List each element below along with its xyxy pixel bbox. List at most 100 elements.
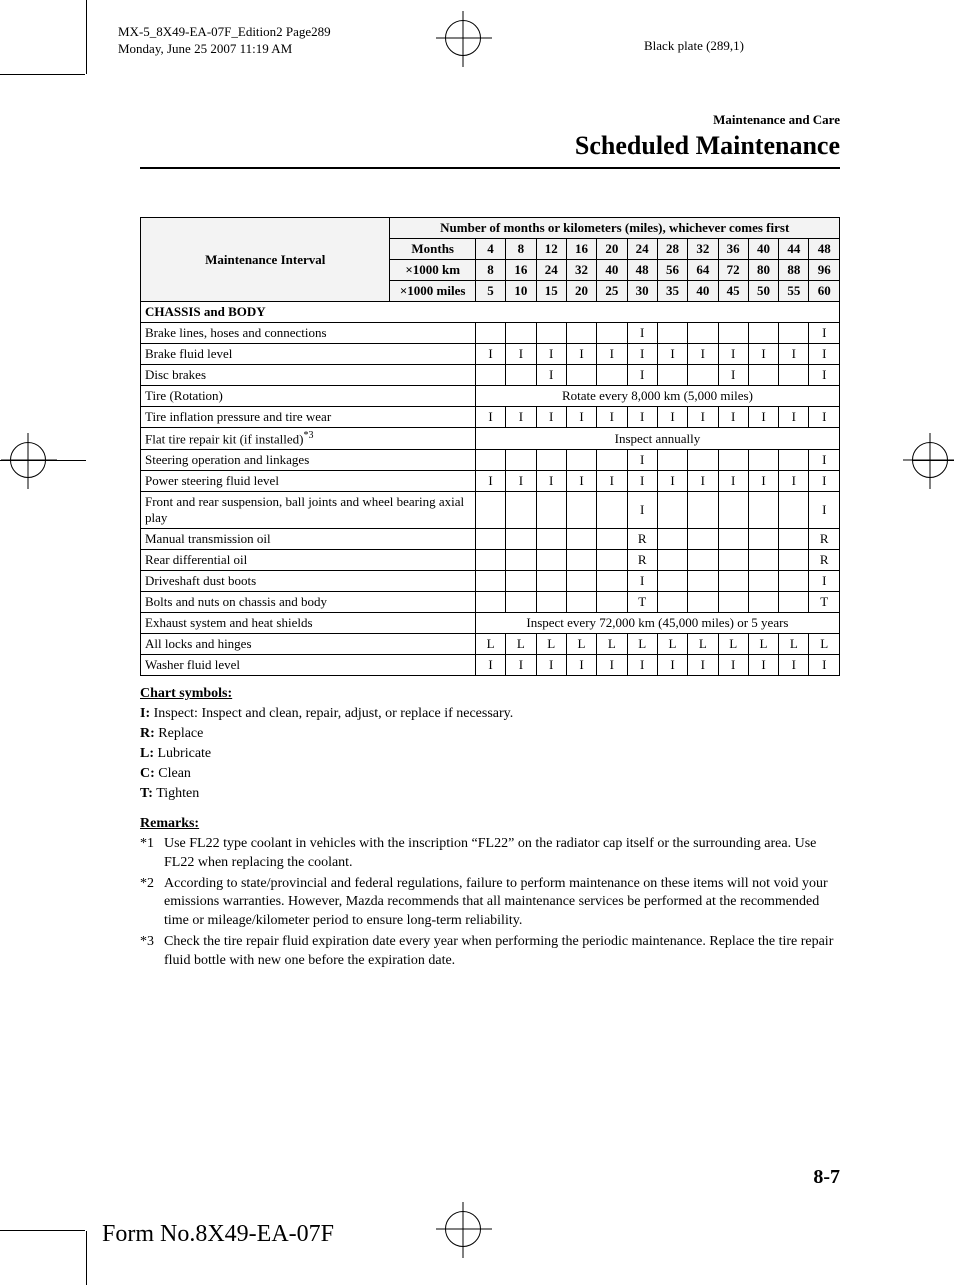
cell bbox=[597, 492, 627, 529]
unit-val: 32 bbox=[566, 260, 596, 281]
remark-text: According to state/provincial and federa… bbox=[164, 875, 840, 932]
cell bbox=[566, 571, 596, 592]
cell: R bbox=[809, 550, 840, 571]
cell bbox=[748, 571, 778, 592]
unit-val: 20 bbox=[566, 281, 596, 302]
cell: L bbox=[627, 634, 657, 655]
symbol-item: T: Tighten bbox=[140, 785, 840, 804]
unit-val: 8 bbox=[475, 260, 505, 281]
unit-val: 60 bbox=[809, 281, 840, 302]
cell: I bbox=[688, 344, 718, 365]
row-label: Rear differential oil bbox=[141, 550, 476, 571]
symbol-item: I: Inspect: Inspect and clean, repair, a… bbox=[140, 705, 840, 724]
cell: R bbox=[809, 529, 840, 550]
unit-val: 25 bbox=[597, 281, 627, 302]
cell: I bbox=[809, 471, 840, 492]
cell bbox=[536, 550, 566, 571]
section-small: Maintenance and Care bbox=[713, 112, 840, 127]
cell: I bbox=[597, 655, 627, 676]
cell: L bbox=[597, 634, 627, 655]
cell: I bbox=[597, 471, 627, 492]
cell: L bbox=[809, 634, 840, 655]
cell bbox=[506, 571, 536, 592]
cell: I bbox=[779, 344, 809, 365]
cell: I bbox=[566, 344, 596, 365]
remark-text: Use FL22 type coolant in vehicles with t… bbox=[164, 835, 840, 873]
remark-num: *3 bbox=[140, 933, 164, 971]
cell bbox=[475, 365, 505, 386]
cell: I bbox=[506, 344, 536, 365]
cell: I bbox=[809, 344, 840, 365]
cell: L bbox=[779, 634, 809, 655]
cell bbox=[657, 450, 687, 471]
cell bbox=[536, 592, 566, 613]
cell: I bbox=[506, 407, 536, 428]
cell bbox=[688, 529, 718, 550]
crop-mark bbox=[0, 1230, 85, 1231]
cell: T bbox=[627, 592, 657, 613]
cell: I bbox=[627, 365, 657, 386]
cell: I bbox=[748, 407, 778, 428]
cell bbox=[597, 592, 627, 613]
cell bbox=[779, 529, 809, 550]
unit-val: 40 bbox=[748, 239, 778, 260]
unit-val: 28 bbox=[657, 239, 687, 260]
cell: I bbox=[809, 571, 840, 592]
cell: I bbox=[627, 571, 657, 592]
unit-val: 50 bbox=[748, 281, 778, 302]
section-big: Scheduled Maintenance bbox=[140, 131, 840, 161]
remarks: Remarks: *1Use FL22 type coolant in vehi… bbox=[140, 816, 840, 971]
cell: L bbox=[718, 634, 748, 655]
unit-val: 12 bbox=[536, 239, 566, 260]
unit-val: 8 bbox=[506, 239, 536, 260]
unit-val: 88 bbox=[779, 260, 809, 281]
cell bbox=[718, 323, 748, 344]
cell: L bbox=[748, 634, 778, 655]
unit-val: 48 bbox=[627, 260, 657, 281]
row-label: Steering operation and linkages bbox=[141, 450, 476, 471]
cell bbox=[748, 492, 778, 529]
cell bbox=[536, 529, 566, 550]
cell: L bbox=[536, 634, 566, 655]
cell bbox=[748, 592, 778, 613]
cell: I bbox=[809, 365, 840, 386]
cell: I bbox=[688, 407, 718, 428]
cell: I bbox=[475, 655, 505, 676]
cell: I bbox=[566, 407, 596, 428]
cell: I bbox=[597, 407, 627, 428]
row-label: Front and rear suspension, ball joints a… bbox=[141, 492, 476, 529]
cell: I bbox=[536, 407, 566, 428]
header-span: Number of months or kilometers (miles), … bbox=[390, 218, 840, 239]
registration-mark-icon bbox=[912, 442, 948, 478]
cell: I bbox=[718, 655, 748, 676]
cell bbox=[718, 529, 748, 550]
row-label: Power steering fluid level bbox=[141, 471, 476, 492]
cell: I bbox=[809, 407, 840, 428]
cell: L bbox=[475, 634, 505, 655]
unit-val: 16 bbox=[506, 260, 536, 281]
cell: I bbox=[536, 471, 566, 492]
crop-mark bbox=[86, 0, 87, 74]
unit-val: 10 bbox=[506, 281, 536, 302]
unit-val: 16 bbox=[566, 239, 596, 260]
cell bbox=[506, 323, 536, 344]
cell bbox=[688, 571, 718, 592]
doc-id: MX-5_8X49-EA-07F_Edition2 Page289 bbox=[118, 24, 331, 41]
cell bbox=[597, 571, 627, 592]
cell bbox=[718, 492, 748, 529]
remark-text: Check the tire repair fluid expiration d… bbox=[164, 933, 840, 971]
unit-val: 36 bbox=[718, 239, 748, 260]
cell: I bbox=[566, 471, 596, 492]
unit-val: 72 bbox=[718, 260, 748, 281]
row-label: Bolts and nuts on chassis and body bbox=[141, 592, 476, 613]
unit-val: 24 bbox=[627, 239, 657, 260]
cell: I bbox=[748, 655, 778, 676]
row-label: Flat tire repair kit (if installed)*3 bbox=[141, 428, 476, 450]
row-label: Washer fluid level bbox=[141, 655, 476, 676]
cell bbox=[597, 529, 627, 550]
cell: I bbox=[627, 323, 657, 344]
cell: I bbox=[627, 471, 657, 492]
cell bbox=[657, 592, 687, 613]
cell bbox=[779, 550, 809, 571]
cell bbox=[566, 323, 596, 344]
